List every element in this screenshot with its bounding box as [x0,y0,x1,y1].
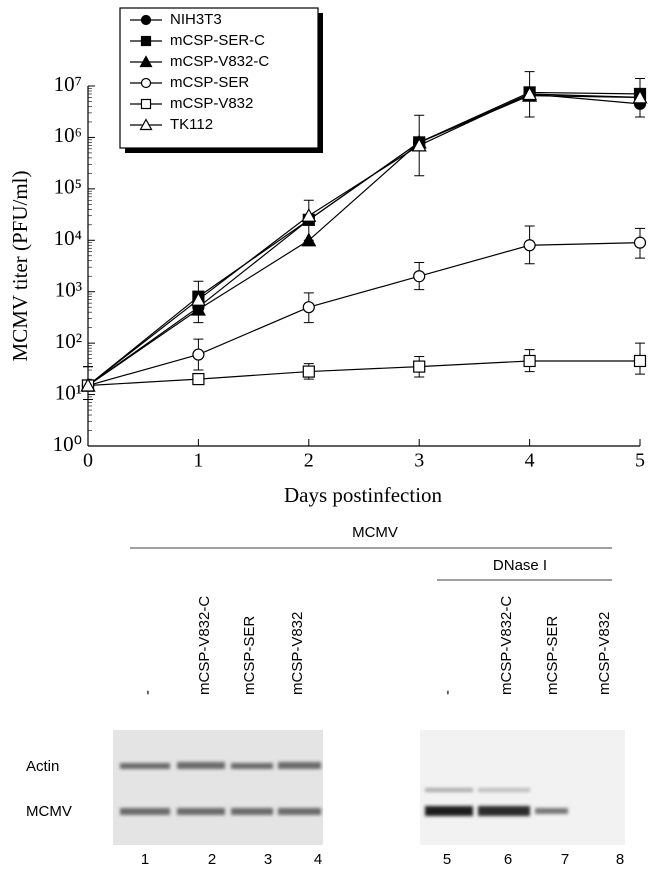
figure: Days postinfection MCMV titer (PFU/ml) M… [0,0,649,872]
series-line [88,361,640,386]
band-label: MCMV [26,803,72,820]
data-point [635,237,646,248]
x-tick-label: 1 [193,450,203,472]
lane-label: mCSP-SER [544,616,561,695]
y-tick-label: 10⁰ [53,432,82,456]
legend-label: mCSP-V832-C [170,53,269,70]
data-point [303,302,314,313]
lane-number: 2 [208,851,216,868]
legend-marker [142,79,151,88]
y-tick-label: 10⁴ [54,226,82,250]
data-point [303,366,314,377]
x-axis-label: Days postinfection [284,483,443,507]
lane-label: mCSP-V832-C [196,596,213,695]
lane-label: - [439,690,456,695]
lane-label: mCSP-V832 [596,612,613,695]
y-tick-label: 10⁵ [54,175,82,199]
y-axis-label: MCMV titer (PFU/ml) [8,171,32,362]
lane-number: 8 [616,851,624,868]
x-tick-label: 5 [635,450,645,472]
y-tick-label: 10² [55,329,82,353]
x-tick-label: 0 [83,450,93,472]
series-line [88,243,640,386]
legend-marker [142,100,151,109]
treatment-label: DNase I [493,557,547,574]
lane-label: - [139,690,156,695]
lane-label: mCSP-V832-C [498,596,515,695]
legend-label: mCSP-SER-C [170,32,265,49]
lane-number: 6 [504,851,512,868]
data-point [193,349,204,360]
legend-label: TK112 [170,116,213,133]
gel-right [420,730,625,845]
lane-number: 4 [314,851,322,868]
lane-number: 1 [141,851,149,868]
lane-number: 7 [561,851,569,868]
lane-number: 3 [264,851,272,868]
y-tick-label: 10⁶ [54,123,82,147]
gel-title: MCMV [352,524,398,541]
lane-number: 5 [443,851,451,868]
data-point [524,240,535,251]
band-label: Actin [26,758,59,775]
legend-label: NIH3T3 [170,11,222,28]
lane-label: mCSP-SER [241,616,258,695]
x-tick-label: 4 [525,450,535,472]
y-tick-label: 10¹ [55,380,82,404]
x-tick-label: 3 [414,450,424,472]
legend-marker [142,37,151,46]
lane-label: mCSP-V832 [289,612,306,695]
data-point [414,271,425,282]
legend: NIH3T3 mCSP-SER-C mCSP-V832-C mCSP-SER mCSP-… [120,8,323,153]
y-tick-label: 10³ [55,278,82,302]
data-point [414,361,425,372]
gel-left [113,730,323,845]
data-point [524,355,535,366]
y-tick-label: 10⁷ [54,72,82,96]
legend-label: mCSP-SER [170,74,249,91]
legend-label: mCSP-V832 [170,95,253,112]
data-point [193,374,204,385]
data-point [635,355,646,366]
legend-marker [142,16,151,25]
x-tick-label: 2 [304,450,314,472]
